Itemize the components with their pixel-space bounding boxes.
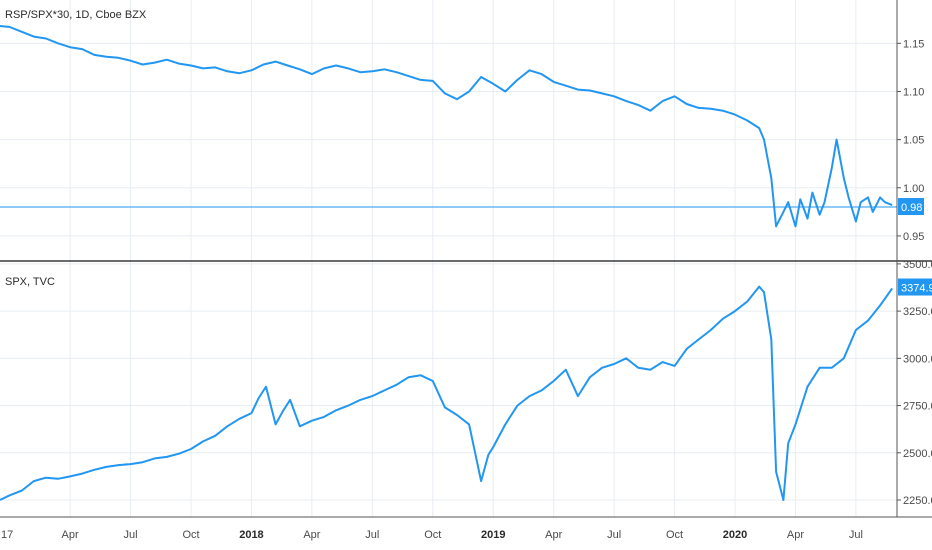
- gridlines: [0, 0, 897, 517]
- x-tick-label: Jul: [124, 529, 138, 541]
- ratio-pane-title: RSP/SPX*30, 1D, Cboe BZX: [5, 9, 147, 21]
- ratio-pane[interactable]: RSP/SPX*30, 1D, Cboe BZX: [0, 9, 897, 228]
- x-tick-label: Jul: [607, 529, 621, 541]
- y-tick-label: 2500.0: [903, 448, 932, 460]
- x-tick-label: 2020: [723, 529, 747, 541]
- x-tick-label: Oct: [666, 529, 683, 541]
- x-tick-label: Apr: [303, 529, 320, 541]
- x-tick-label: 2018: [239, 529, 263, 541]
- x-tick-label: Jul: [365, 529, 379, 541]
- spx-pane-title: SPX, TVC: [5, 276, 55, 288]
- x-tick-label: Oct: [182, 529, 199, 541]
- last-value-badge: [898, 198, 924, 216]
- x-tick-label: 2019: [481, 529, 505, 541]
- spx-pane[interactable]: SPX, TVC: [0, 276, 894, 501]
- y-tick-label: 3500.0: [903, 259, 932, 271]
- series-line[interactable]: [0, 285, 894, 501]
- last-value-label: 3374.9: [901, 283, 932, 295]
- x-tick-label: Jul: [849, 529, 863, 541]
- y-tick-label: 2250.0: [903, 495, 932, 507]
- x-tick-label: 17: [1, 529, 13, 541]
- y-tick-label: 1.00: [903, 183, 924, 195]
- x-tick-label: Apr: [62, 529, 79, 541]
- x-tick-label: Apr: [545, 529, 562, 541]
- y-tick-label: 0.95: [903, 231, 924, 243]
- y-tick-label: 1.10: [903, 86, 924, 98]
- y-tick-label: 3250.0: [903, 306, 932, 318]
- series-line[interactable]: [0, 25, 893, 228]
- y-tick-label: 3000.0: [903, 353, 932, 365]
- x-tick-label: Oct: [424, 529, 441, 541]
- y-tick-label: 2750.0: [903, 401, 932, 413]
- x-tick-label: Apr: [787, 529, 804, 541]
- last-value-label: 0.98: [901, 202, 922, 214]
- last-value-badge: [898, 278, 932, 296]
- y-tick-label: 1.05: [903, 135, 924, 147]
- y-tick-label: 1.15: [903, 38, 924, 50]
